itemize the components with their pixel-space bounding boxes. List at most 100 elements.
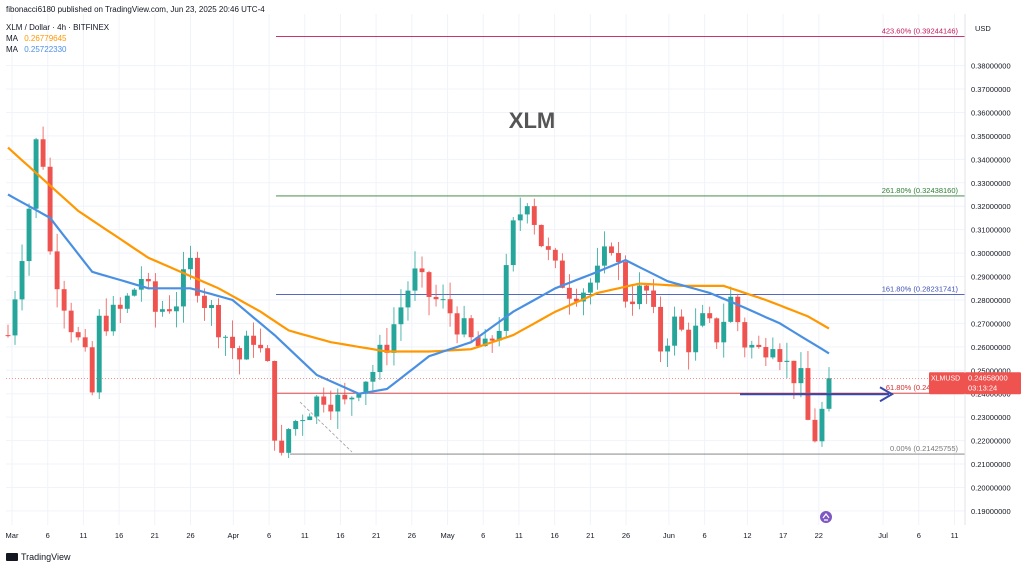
candle-body [679, 316, 685, 330]
candle-body [342, 394, 348, 400]
candle-body [637, 285, 642, 305]
candle-body [293, 421, 299, 430]
price-tag-value-bg [965, 372, 1021, 395]
candle-body [279, 440, 285, 453]
x-tick-label: 16 [336, 531, 344, 540]
fib-label: 261.80% (0.32438160) [882, 186, 959, 195]
y-tick-label: 0.36000000 [971, 108, 1011, 117]
y-tick-label: 0.38000000 [971, 62, 1011, 71]
x-tick-label: 26 [408, 531, 416, 540]
y-tick-label: 0.29000000 [971, 273, 1011, 282]
candle-body [777, 349, 783, 362]
candle-body [440, 299, 446, 301]
x-tick-label: 26 [622, 531, 630, 540]
tradingview-logo[interactable]: TradingView [6, 552, 71, 562]
x-tick-label: 6 [702, 531, 706, 540]
candle-body [721, 321, 727, 343]
y-tick-label: 0.37000000 [971, 85, 1011, 94]
x-tick-label: Jun [663, 531, 675, 540]
arrow-head [879, 386, 894, 403]
candle-body [609, 246, 614, 254]
time-axis[interactable]: Mar 6 11 16 21 26 Apr 6 11 16 21 26 May 6 11 16 21 26 Jun 6… [6, 531, 959, 540]
tradingview-logo-icon [6, 553, 18, 561]
candle-body [61, 289, 67, 311]
candle-body [209, 305, 214, 308]
price-tag-countdown: 03:13:24 [968, 383, 997, 392]
candle-body [594, 265, 600, 283]
candle-body [468, 318, 474, 338]
x-tick-label: Apr [228, 531, 240, 540]
candle-body [159, 309, 165, 312]
y-tick-label: 0.31000000 [971, 226, 1011, 235]
candle-body [756, 344, 762, 348]
candle-body [335, 394, 341, 412]
candlestick-series [5, 126, 832, 459]
candle-body [819, 408, 825, 442]
y-tick-label: 0.21000000 [971, 460, 1011, 469]
candle-body [96, 315, 102, 393]
ma2-label: MA [6, 45, 18, 54]
y-tick-label: 0.23000000 [971, 413, 1011, 422]
x-tick-label: 6 [46, 531, 50, 540]
candle-body [187, 257, 193, 270]
x-tick-label: 11 [515, 531, 523, 540]
x-tick-label: 11 [951, 531, 959, 540]
candle-body [496, 330, 502, 341]
candle-body [573, 298, 579, 302]
price-axis[interactable]: USD 0.38000000 0.37000000 0.36000000 0.35000… [964, 14, 1011, 525]
candle-body [131, 289, 137, 296]
x-tick-label: 21 [586, 531, 594, 540]
currency-label: USD [975, 24, 991, 33]
alert-icon[interactable] [820, 511, 832, 523]
candle-body [601, 246, 607, 266]
x-tick-label: 21 [151, 531, 159, 540]
y-tick-label: 0.26000000 [971, 343, 1011, 352]
candle-body [370, 371, 376, 382]
candle-body [616, 253, 621, 263]
y-tick-label: 0.33000000 [971, 179, 1011, 188]
y-tick-label: 0.27000000 [971, 319, 1011, 328]
candle-body [587, 282, 593, 293]
fib-levels: 423.60% (0.39244146) 261.80% (0.32438160)… [276, 26, 965, 455]
candle-body [665, 345, 671, 352]
ma1-legend[interactable]: MA 0.26779645 [6, 34, 67, 43]
y-tick-label: 0.32000000 [971, 202, 1011, 211]
x-tick-label: 16 [550, 531, 558, 540]
ma2-legend[interactable]: MA 0.25722330 [6, 45, 67, 54]
x-tick-label: 22 [815, 531, 823, 540]
candle-body [461, 318, 467, 335]
candle-body [489, 338, 495, 341]
y-tick-label: 0.20000000 [971, 483, 1011, 492]
candle-body [798, 368, 804, 384]
candle-body [658, 306, 664, 352]
x-tick-label: 26 [186, 531, 194, 540]
candle-body [251, 335, 257, 345]
candle-body [152, 281, 158, 312]
ma-orange-line [7, 146, 830, 353]
candle-body [531, 206, 537, 225]
x-tick-label: 17 [779, 531, 787, 540]
blue-arrow-marker [740, 386, 894, 403]
candle-body [314, 396, 320, 417]
candle-body [384, 344, 390, 353]
candle-body [784, 360, 790, 362]
candle-body [82, 337, 88, 348]
candle-body [202, 295, 207, 308]
candle-body [47, 166, 53, 252]
candle-body [433, 296, 439, 300]
candle-body [110, 304, 116, 332]
candle-body [524, 206, 530, 215]
candle-body [398, 307, 404, 325]
candle-body [545, 246, 551, 250]
x-tick-label: 6 [481, 531, 485, 540]
y-tick-label: 0.19000000 [971, 507, 1011, 516]
y-tick-label: 0.30000000 [971, 249, 1011, 258]
candle-body [145, 278, 151, 282]
candle-body [412, 268, 418, 291]
candle-body [503, 265, 509, 331]
candle-body [735, 296, 741, 323]
fib-label: 0.00% (0.21425755) [890, 444, 958, 453]
candle-body [89, 347, 95, 393]
candle-body [482, 338, 488, 347]
